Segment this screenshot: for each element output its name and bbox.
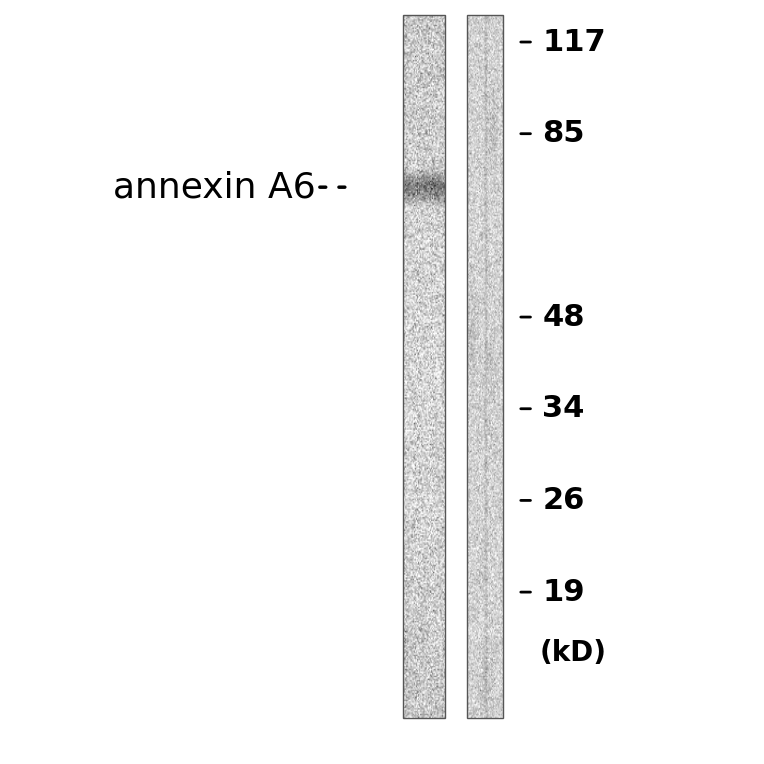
Bar	[403, 15, 445, 718]
Text: 117: 117	[542, 28, 606, 57]
Text: 85: 85	[542, 119, 585, 148]
Text: 48: 48	[542, 303, 585, 332]
Text: (kD): (kD)	[539, 639, 607, 667]
Text: 34: 34	[542, 394, 584, 423]
Text: 26: 26	[542, 486, 584, 515]
Bar	[467, 15, 503, 718]
Text: 19: 19	[542, 578, 585, 607]
Text: annexin A6: annexin A6	[112, 170, 316, 204]
